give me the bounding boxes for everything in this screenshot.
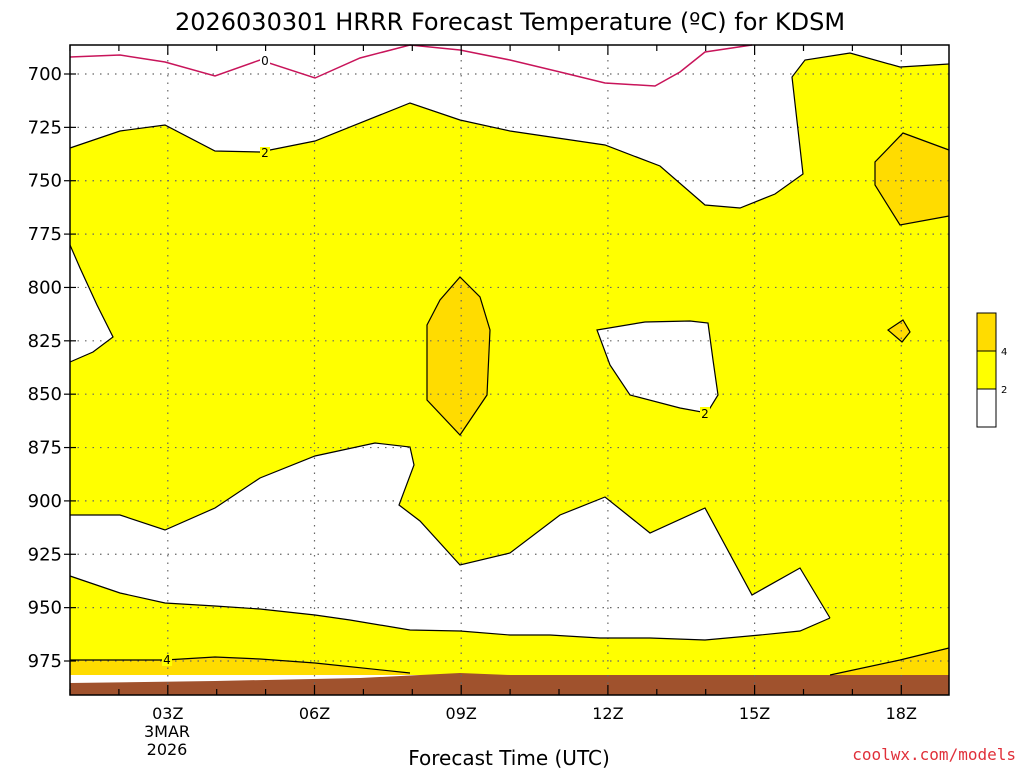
x-tick-label: 15Z — [739, 704, 770, 723]
contour-labels: 0 2 2 4 — [162, 54, 710, 667]
warm-pocket-center — [427, 277, 490, 435]
contour-2-upper — [69, 52, 950, 209]
contour-4-surface-right — [829, 647, 950, 676]
contour-2-lower-bottom — [69, 575, 831, 641]
contour-2-mid — [596, 320, 719, 414]
y-tick-label: 700 — [28, 64, 62, 85]
left-cold-bulge — [70, 245, 113, 362]
contour-0-line — [69, 44, 753, 87]
contour-lines — [69, 52, 950, 676]
warm-pocket-upper-right — [875, 133, 949, 225]
colorbar-bin-2-4 — [976, 350, 997, 390]
warm-layer-surface-left — [70, 657, 410, 675]
x-tick-label: 06Z — [299, 704, 330, 723]
x-tick-label: 18Z — [886, 704, 917, 723]
warm-layer-surface-right — [830, 648, 949, 675]
contour-4-center — [426, 276, 491, 436]
contour-2-lower-top — [70, 442, 831, 619]
x-tick-label: 12Z — [592, 704, 623, 723]
colorbar-tick-2: 2 — [1001, 385, 1007, 396]
terrain-fill — [70, 673, 949, 695]
x-tick-label: 03Z — [152, 704, 183, 723]
x-tick-label: 09Z — [446, 704, 477, 723]
contour-4-surface-left — [70, 656, 411, 674]
chart-title: 2026030301 HRRR Forecast Temperature (ºC… — [175, 8, 845, 36]
contour-label-2-upper: 2 — [261, 146, 269, 160]
y-tick-label: 750 — [28, 171, 62, 192]
colorbar-bin-below-2 — [976, 388, 997, 428]
colorbar-tick-4: 4 — [1001, 347, 1007, 358]
y-tick-label: 950 — [28, 598, 62, 619]
y-axis: 700 725 750 775 800 825 850 875 900 925 950 975 — [28, 64, 76, 672]
y-tick-label: 925 — [28, 544, 62, 565]
colorbar-bin-above-4 — [976, 312, 997, 352]
warm-pocket-right-small — [888, 320, 910, 342]
x-axis: 03Z 06Z 09Z 12Z 15Z 18Z — [69, 45, 917, 723]
y-tick-label: 800 — [28, 277, 62, 298]
low-level-cold-layer — [70, 443, 830, 640]
plot-area: 0 2 2 4 — [69, 44, 950, 696]
y-tick-label: 900 — [28, 491, 62, 512]
y-tick-label: 725 — [28, 117, 62, 138]
x-date-label-day: 3MAR — [144, 722, 190, 741]
contour-label-0: 0 — [261, 54, 269, 68]
y-tick-label: 850 — [28, 384, 62, 405]
y-tick-label: 875 — [28, 438, 62, 459]
y-tick-label: 775 — [28, 224, 62, 245]
contour-2-left — [69, 244, 114, 363]
contour-4-small — [887, 319, 911, 343]
y-tick-label: 975 — [28, 651, 62, 672]
contour-label-4: 4 — [163, 653, 171, 667]
contour-label-2-mid: 2 — [701, 407, 709, 421]
x-axis-title: Forecast Time (UTC) — [408, 746, 610, 768]
colorbar: 4 2 — [976, 312, 1007, 428]
contour-fill-above-4 — [70, 133, 949, 675]
credit-link[interactable]: coolwx.com/models — [852, 745, 1016, 764]
x-date-label-year: 2026 — [147, 740, 188, 759]
y-tick-label: 825 — [28, 331, 62, 352]
contour-4-upper-right — [874, 132, 950, 226]
